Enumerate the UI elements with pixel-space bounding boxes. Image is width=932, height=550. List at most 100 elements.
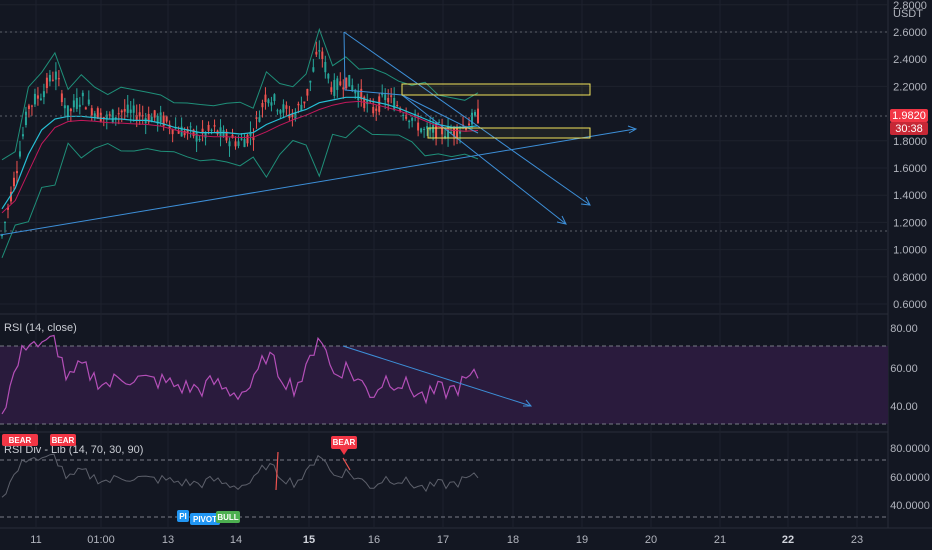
candle-body [405,114,408,119]
candle-body [477,108,479,124]
candle-body [6,206,9,210]
candle-body [333,80,336,96]
candle-body [72,100,75,108]
candle-body [84,107,87,110]
candle-body [111,109,114,123]
candle-body [297,103,300,106]
rsidiv-tick-label: 80.0000 [890,443,930,455]
candle-body [357,91,360,101]
bear-badge-label: BEAR [9,436,32,445]
candle-body [237,141,240,146]
candle-body [240,138,243,140]
candle-body [351,85,354,91]
price-tick-label: 1.2000 [893,217,927,229]
candle-body [441,126,444,135]
descending-channel-upper[interactable] [343,31,591,206]
pivot-badge [190,513,220,525]
candle-body [66,105,69,117]
candle-body [411,117,414,121]
currency-unit-label: USDT [893,8,923,20]
current-price-tag: 1.9820 30:38 [890,109,928,135]
rsi-trendline[interactable] [342,345,532,407]
resistance-zone[interactable] [401,83,591,96]
candle-body [99,112,102,122]
candle-body [387,97,390,103]
candle-body [87,99,90,105]
candle-body [234,141,237,147]
bollinger-upper [1,27,479,161]
bull-badge [216,511,240,523]
candle-body [39,98,42,100]
candle-body [54,71,57,80]
time-tick-label: 16 [368,534,380,546]
candle-body [57,78,60,80]
candle-body [273,94,276,101]
candle-body [126,104,129,113]
candle-body [201,128,204,134]
candle-body [318,50,321,52]
candle-body [348,75,351,87]
candle-body [396,105,399,107]
candle-body [366,99,369,105]
candle-body [141,115,144,117]
candle-body [27,105,30,110]
candle-body [276,110,279,112]
drawings[interactable] [0,31,638,236]
candle-body [129,109,132,113]
candle-body [384,94,387,101]
candle-body [147,113,150,123]
breakout-line[interactable] [401,94,479,134]
descending-channel-lower[interactable] [343,31,567,225]
channel-arrowhead-upper [580,196,591,206]
candle-body [255,117,258,119]
current-price-label: 1.9820 [892,110,926,122]
candle-body [186,129,189,133]
candle-body [108,114,111,116]
price-axis[interactable]: 2.8000 2.6000 2.4000 2.2000 1.8000 1.6000 1.40… [893,0,927,311]
candle-body [123,109,126,112]
candle-body [36,95,39,99]
candle-body [378,96,381,112]
candle-body [33,93,36,105]
support-zone[interactable] [427,127,591,139]
ascending-trendline[interactable] [0,128,636,236]
candle-body [321,51,324,59]
rsidiv-title: RSI Div - Lib (14, 70, 30, 90) [4,444,143,456]
candle-body [309,80,312,83]
candle-body [258,117,261,122]
time-tick-label: 15 [303,534,315,546]
candle-body [204,132,207,138]
candle-body [195,131,198,142]
candle-body [48,74,51,82]
candle-body [189,126,192,128]
candle-body [219,127,222,137]
candle-body [429,127,432,131]
candle-body [135,115,138,122]
candle-body [159,112,162,123]
bear-badge-label: BEAR [333,438,356,447]
time-tick-label: 21 [714,534,726,546]
candle-body [423,128,426,130]
candle-body [426,126,429,129]
candle-body [453,127,456,137]
candle-body [207,124,210,131]
bear-badge [50,434,76,446]
time-axis[interactable]: 11 01:00 13 14 15 16 17 18 19 20 21 22 23 [30,534,863,546]
bear-badge [2,434,38,446]
candle-body [105,114,108,120]
candle-body [471,112,474,125]
time-tick-label: 19 [576,534,588,546]
candle-body [15,171,18,174]
bear-badge-pointer [340,449,348,455]
candle-body [1,235,3,237]
candle-body [420,128,423,133]
divergence-badges: BEAR BEAR PIVOT BULL PI BEAR [2,434,357,525]
candle-body [279,110,282,114]
price-tick-label: 1.8000 [893,136,927,148]
trendline-arrowhead [627,125,638,134]
rsidiv-axis: 80.0000 60.0000 40.0000 [890,443,930,512]
bollinger-bands [1,27,479,258]
candle-body [150,116,153,123]
candle-body [402,115,405,117]
